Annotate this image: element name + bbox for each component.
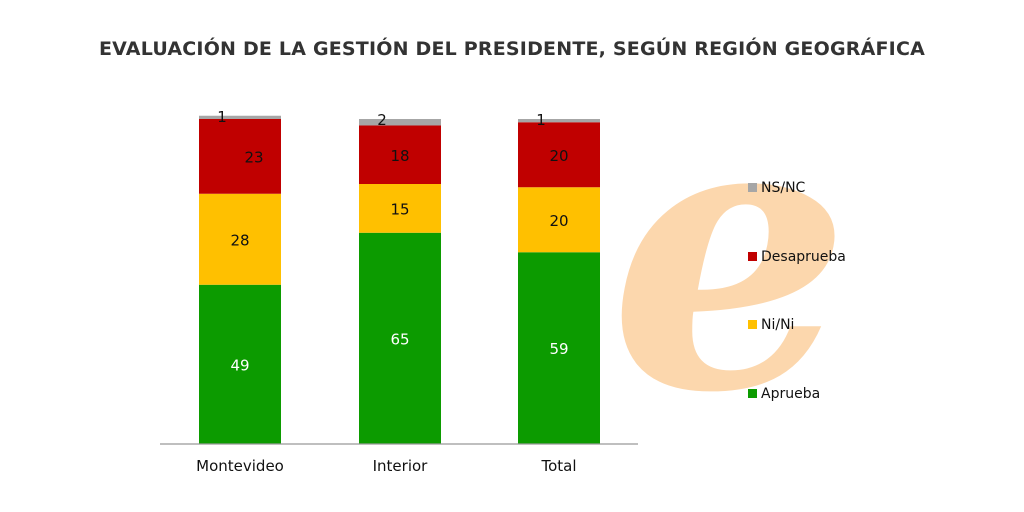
bar-interior-aprueba [359,232,441,444]
bar-montevideo-ns-nc [199,115,281,119]
legend-label-desaprueba: Desaprueba [761,249,846,265]
x-tick-label-total: Total [540,457,576,475]
value-label-interior-aprueba: 65 [390,330,409,348]
bar-montevideo-aprueba [199,284,281,444]
value-label-montevideo-aprueba: 49 [230,356,249,374]
bar-total-ns-nc [518,119,600,123]
legend-swatch-aprueba [748,389,757,398]
bar-interior-ns-nc [359,119,441,126]
legend-swatch-ns-nc [748,183,757,192]
legend-label-ni-ni: Ni/Ni [761,317,794,333]
bar-total-aprueba [518,252,600,444]
bar-interior-desaprueba [359,125,441,184]
x-tick-label-montevideo: Montevideo [196,457,284,475]
value-label-montevideo-ns-nc: 1 [217,108,227,126]
value-label-total-desaprueba: 20 [549,147,568,165]
x-tick-label-interior: Interior [373,457,429,475]
value-label-interior-ni-ni: 15 [390,200,409,218]
bar-total-desaprueba [518,122,600,188]
value-label-montevideo-ni-ni: 28 [230,231,249,249]
x-tick-labels: Montevideo Interior Total [196,457,576,475]
legend-swatch-desaprueba [748,252,757,261]
legend: NS/NC Desaprueba Ni/Ni Aprueba [748,180,846,402]
legend-swatch-ni-ni [748,320,757,329]
bar-montevideo-desaprueba [199,119,281,194]
value-label-total-aprueba: 59 [549,340,568,358]
value-label-montevideo-desaprueba: 23 [244,148,263,166]
legend-label-aprueba: Aprueba [761,386,820,402]
value-label-total-ns-nc: 1 [536,111,546,129]
value-label-interior-ns-nc: 2 [377,111,387,129]
legend-label-ns-nc: NS/NC [761,180,806,196]
bar-total-ni-ni [518,187,600,253]
value-label-total-ni-ni: 20 [549,212,568,230]
bar-montevideo-ni-ni [199,193,281,285]
watermark-logo: e [609,29,851,476]
value-label-interior-desaprueba: 18 [390,147,409,165]
bar-interior-ni-ni [359,184,441,233]
chart-title: EVALUACIÓN DE LA GESTIÓN DEL PRESIDENTE,… [99,38,925,60]
